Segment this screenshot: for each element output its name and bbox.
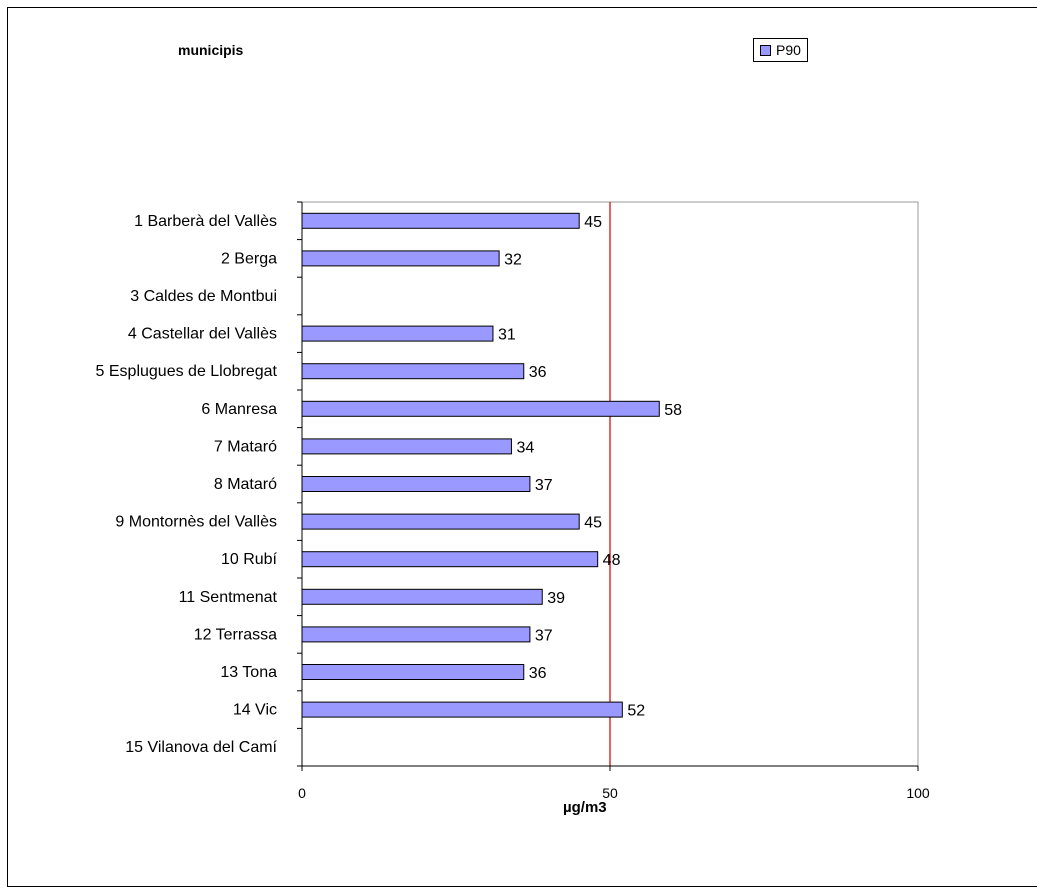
bar xyxy=(301,626,531,643)
bar xyxy=(301,212,580,229)
data-label: 31 xyxy=(498,327,516,344)
category-label: 15 Vilanova del Camí xyxy=(125,739,277,756)
data-label: 37 xyxy=(535,477,553,494)
bar xyxy=(301,438,512,455)
bar xyxy=(301,400,660,417)
category-label: 12 Terrassa xyxy=(194,626,277,643)
category-label: 8 Mataró xyxy=(214,476,277,493)
bar xyxy=(301,325,494,342)
legend: P90 xyxy=(753,38,808,62)
category-label: 6 Manresa xyxy=(201,401,277,418)
data-label: 37 xyxy=(535,627,553,644)
bar xyxy=(301,513,580,530)
x-tick-label: 100 xyxy=(906,785,930,801)
category-label: 9 Montornès del Vallès xyxy=(115,514,277,531)
chart-title: municipis xyxy=(178,42,244,58)
data-label: 34 xyxy=(516,439,534,456)
legend-label: P90 xyxy=(776,42,801,58)
x-tick-label: 0 xyxy=(298,785,306,801)
bar xyxy=(301,588,543,605)
bar xyxy=(301,664,525,680)
data-label: 32 xyxy=(504,251,522,268)
category-label: 4 Castellar del Vallès xyxy=(128,326,277,343)
bar xyxy=(301,551,599,568)
bar xyxy=(301,250,500,267)
category-label: 2 Berga xyxy=(221,250,277,267)
data-label: 45 xyxy=(584,214,602,231)
data-label: 36 xyxy=(529,665,547,682)
category-label: 14 Vic xyxy=(233,702,277,719)
category-label: 10 Rubí xyxy=(221,551,278,568)
category-label: 11 Sentmenat xyxy=(179,589,278,606)
category-label: 7 Mataró xyxy=(214,438,277,455)
category-label: 3 Caldes de Montbui xyxy=(130,288,277,305)
data-label: 36 xyxy=(529,364,547,381)
data-label: 52 xyxy=(627,703,645,720)
data-label: 45 xyxy=(584,515,602,532)
x-axis-title: µg/m3 xyxy=(563,799,607,816)
legend-swatch xyxy=(760,44,771,56)
x-tick-label: 50 xyxy=(602,785,618,801)
category-label: 13 Tona xyxy=(220,664,277,681)
bar xyxy=(301,363,525,380)
data-label: 48 xyxy=(603,552,621,569)
category-label: 5 Esplugues de Llobregat xyxy=(96,363,278,380)
bar xyxy=(301,701,623,718)
data-label: 39 xyxy=(547,590,565,607)
data-label: 58 xyxy=(664,402,682,419)
bar xyxy=(301,476,531,492)
category-label: 1 Barberà del Vallès xyxy=(134,213,277,230)
